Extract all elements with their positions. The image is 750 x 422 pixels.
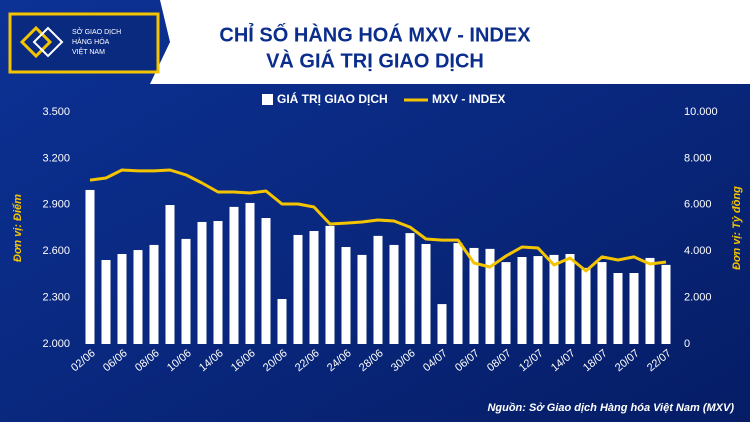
bar xyxy=(245,202,255,344)
bar xyxy=(421,244,431,344)
bar xyxy=(629,273,639,344)
bar xyxy=(357,254,367,344)
bar xyxy=(197,221,207,344)
y2-tick-label: 10.000 xyxy=(684,106,718,118)
bar xyxy=(469,247,479,344)
y2-tick-label: 6.000 xyxy=(684,199,712,211)
bar xyxy=(101,260,111,344)
logo-text: SỞ GIAO DỊCH xyxy=(72,27,121,36)
y2-tick-label: 8.000 xyxy=(684,152,712,164)
logo-icon xyxy=(19,25,53,59)
bar xyxy=(597,262,607,344)
bar xyxy=(181,238,191,344)
source-note: Nguồn: Sở Giao dịch Hàng hóa Việt Nam (M… xyxy=(487,402,734,414)
y-tick-label: 2.900 xyxy=(42,199,70,211)
bar xyxy=(501,262,511,344)
y-axis-label: Đơn vị: Điểm xyxy=(12,194,24,262)
bar xyxy=(325,225,335,344)
bar xyxy=(517,257,527,344)
y-tick-label: 2.000 xyxy=(42,338,70,350)
legend-label: GIÁ TRỊ GIAO DỊCH xyxy=(277,91,388,106)
bar xyxy=(661,264,671,344)
bar xyxy=(117,253,127,344)
bar xyxy=(149,244,159,344)
legend-swatch xyxy=(262,94,273,105)
chart-title: CHỈ SỐ HÀNG HOÁ MXV - INDEX xyxy=(219,22,531,46)
bar xyxy=(133,250,143,344)
y2-tick-label: 2.000 xyxy=(684,292,712,304)
y-tick-label: 3.500 xyxy=(42,106,70,118)
bar xyxy=(389,244,399,344)
legend-label: MXV - INDEX xyxy=(432,92,505,106)
y2-tick-label: 4.000 xyxy=(684,245,712,257)
bar xyxy=(549,254,559,344)
logo-text: HÀNG HÓA xyxy=(72,37,110,46)
bar xyxy=(165,205,175,344)
bar xyxy=(485,248,495,344)
bar xyxy=(437,304,447,344)
bar xyxy=(229,206,239,344)
bar xyxy=(533,256,543,344)
bar xyxy=(261,218,271,344)
bar xyxy=(309,231,319,344)
y-tick-label: 3.200 xyxy=(42,152,70,164)
header-band xyxy=(150,0,750,84)
bar xyxy=(645,257,655,344)
y-tick-label: 2.300 xyxy=(42,292,70,304)
bar xyxy=(613,273,623,344)
logo: SỞ GIAO DỊCH HÀNG HÓA VIỆT NAM xyxy=(8,12,160,74)
y2-tick-label: 0 xyxy=(684,338,690,350)
bar xyxy=(565,253,575,344)
bar xyxy=(405,233,415,344)
logo-icon xyxy=(32,26,64,58)
y2-axis-label: Đơn vị: Tỷ đồng xyxy=(731,186,743,270)
bar xyxy=(293,234,303,344)
logo-text: VIỆT NAM xyxy=(72,47,105,56)
bar xyxy=(453,243,463,344)
chart-subtitle: VÀ GIÁ TRỊ GIAO DỊCH xyxy=(266,49,484,72)
bar xyxy=(85,189,95,344)
bar xyxy=(373,235,383,344)
bar xyxy=(213,221,223,344)
bar xyxy=(581,267,591,344)
line xyxy=(89,168,667,273)
bar xyxy=(277,298,287,344)
bar xyxy=(341,247,351,344)
y-tick-label: 2.600 xyxy=(42,245,70,257)
